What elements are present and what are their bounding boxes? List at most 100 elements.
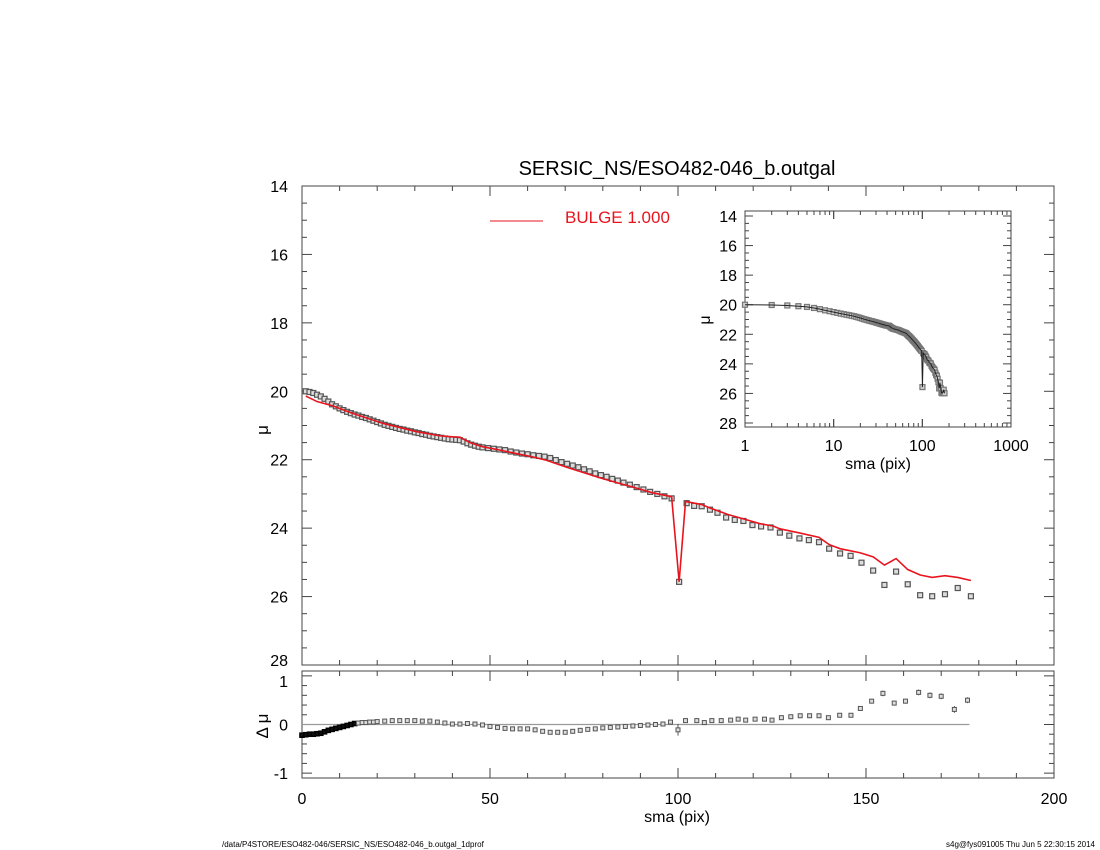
inset-y-tick-label: 16 xyxy=(719,239,737,256)
residual-point xyxy=(816,713,822,719)
data-point xyxy=(569,462,576,469)
residual-point xyxy=(965,697,971,703)
residual-point xyxy=(778,715,784,721)
residual-point xyxy=(540,728,546,734)
data-point xyxy=(796,535,803,542)
chart-title: SERSIC_NS/ESO482-046_b.outgal xyxy=(519,158,836,180)
inset-y-tick-label: 18 xyxy=(719,268,737,285)
residual-point xyxy=(807,713,813,719)
inset-plot-frame xyxy=(744,210,1012,428)
residual-point xyxy=(532,727,538,733)
data-point xyxy=(547,454,554,462)
footer-user-timestamp: s4g@fys091005 Thu Jun 5 22:30:15 2014 xyxy=(946,840,1095,849)
residual-point xyxy=(916,689,922,695)
residual-point xyxy=(694,718,700,724)
footer-file-path: /data/P4STORE/ESO482-046/SERSIC_NS/ESO48… xyxy=(222,840,484,849)
data-point xyxy=(881,581,888,589)
data-point xyxy=(558,459,565,466)
residual-point xyxy=(404,718,410,724)
data-point xyxy=(563,460,571,467)
residual-point xyxy=(434,719,440,725)
residual-point xyxy=(495,724,501,730)
data-point xyxy=(786,532,793,539)
residual-point xyxy=(869,698,875,704)
data-point xyxy=(836,550,844,557)
residual-point xyxy=(622,723,628,729)
residual-point xyxy=(442,720,448,726)
data-point xyxy=(683,500,690,507)
main-y-tick-label: 26 xyxy=(270,590,288,607)
residual-point xyxy=(660,721,666,727)
inset-y-tick-label: 22 xyxy=(719,327,737,344)
data-point xyxy=(870,567,877,574)
residual-point xyxy=(419,718,425,724)
data-point xyxy=(552,456,559,464)
data-point xyxy=(723,514,730,521)
data-point xyxy=(815,539,823,546)
inset-x-tick-label: 1000 xyxy=(993,438,1029,455)
residual-point xyxy=(880,690,886,696)
inset-y-axis-label: μ xyxy=(697,315,714,324)
residual-point xyxy=(735,716,741,722)
residual-point xyxy=(743,717,749,723)
data-point xyxy=(929,593,936,600)
x-axis-label: sma (pix) xyxy=(644,809,710,826)
data-point xyxy=(954,584,961,592)
main-y-tick-label: 28 xyxy=(270,653,288,670)
residual-point xyxy=(837,712,843,718)
residual-point xyxy=(449,721,455,727)
residual-point xyxy=(382,718,388,724)
data-point xyxy=(967,593,975,600)
data-point xyxy=(917,592,924,599)
residual-point xyxy=(683,718,689,724)
data-point xyxy=(586,468,593,475)
data-point xyxy=(776,529,783,536)
inset-x-tick-label: 10 xyxy=(825,438,843,455)
residual-point xyxy=(555,729,561,735)
inset-y-tick-label: 26 xyxy=(719,386,737,403)
residual-point xyxy=(857,705,863,711)
residual-point xyxy=(709,718,715,724)
residual-point xyxy=(600,725,606,731)
inset-x-tick-label: 100 xyxy=(909,438,936,455)
main-y-tick-label: 20 xyxy=(270,384,288,401)
x-tick-label: 100 xyxy=(665,791,692,808)
residual-y-tick-label: 1 xyxy=(279,674,288,691)
residual-point xyxy=(825,715,831,721)
residual-point xyxy=(701,720,707,726)
residual-point xyxy=(675,727,681,733)
residual-y-tick-label: 0 xyxy=(279,718,288,735)
data-point xyxy=(892,568,900,575)
data-point xyxy=(524,451,531,458)
residual-point xyxy=(517,726,523,732)
residual-point xyxy=(487,723,493,729)
residual-point xyxy=(525,726,531,732)
residual-point xyxy=(728,717,734,723)
residual-point xyxy=(577,727,583,733)
residual-point xyxy=(397,718,403,724)
residual-point xyxy=(938,693,944,699)
data-point xyxy=(731,516,738,524)
residual-point xyxy=(645,722,651,728)
residual-point xyxy=(630,723,636,729)
residual-point xyxy=(502,725,508,731)
inset-y-tick-label: 14 xyxy=(719,209,737,226)
main-y-tick-label: 18 xyxy=(270,316,288,333)
main-y-tick-label: 24 xyxy=(270,521,288,538)
data-point xyxy=(904,581,911,588)
residual-point xyxy=(927,692,933,698)
data-point xyxy=(805,537,812,544)
residual-point xyxy=(562,729,568,735)
residual-point xyxy=(797,713,803,719)
data-point xyxy=(626,481,633,488)
x-tick-label: 200 xyxy=(1041,791,1068,808)
main-y-tick-label: 16 xyxy=(270,247,288,264)
data-point xyxy=(858,559,865,566)
residual-point xyxy=(761,716,767,722)
residual-point xyxy=(607,724,613,730)
residual-point xyxy=(510,726,516,732)
residual-point xyxy=(389,718,395,724)
inset-x-tick-label: 1 xyxy=(741,438,750,455)
residual-point xyxy=(652,722,658,727)
